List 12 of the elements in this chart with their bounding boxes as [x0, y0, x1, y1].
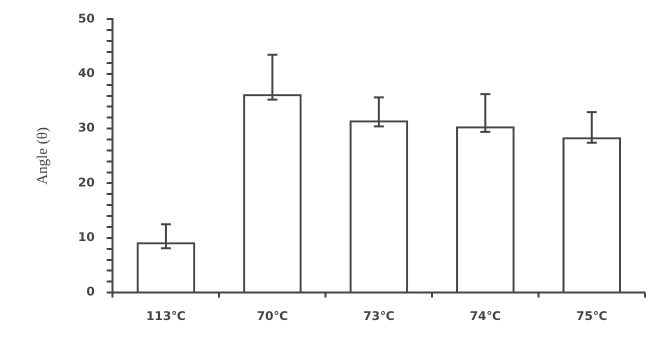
x-tick-label: 73℃ — [363, 308, 394, 323]
y-tick-label: 10 — [78, 230, 95, 244]
x-tick-label: 75℃ — [576, 308, 608, 323]
y-tick-label: 20 — [78, 175, 95, 190]
y-tick-label: 40 — [78, 66, 95, 80]
y-tick-label: 0 — [86, 284, 95, 299]
x-tick-label: 74℃ — [470, 308, 501, 323]
y-tick-label: 30 — [78, 120, 95, 135]
y-axis-title: Angle (θ) — [34, 127, 51, 185]
x-tick-label: 70℃ — [256, 308, 288, 323]
y-tick-label: 50 — [78, 11, 95, 26]
x-tick-label: 113℃ — [146, 308, 186, 323]
